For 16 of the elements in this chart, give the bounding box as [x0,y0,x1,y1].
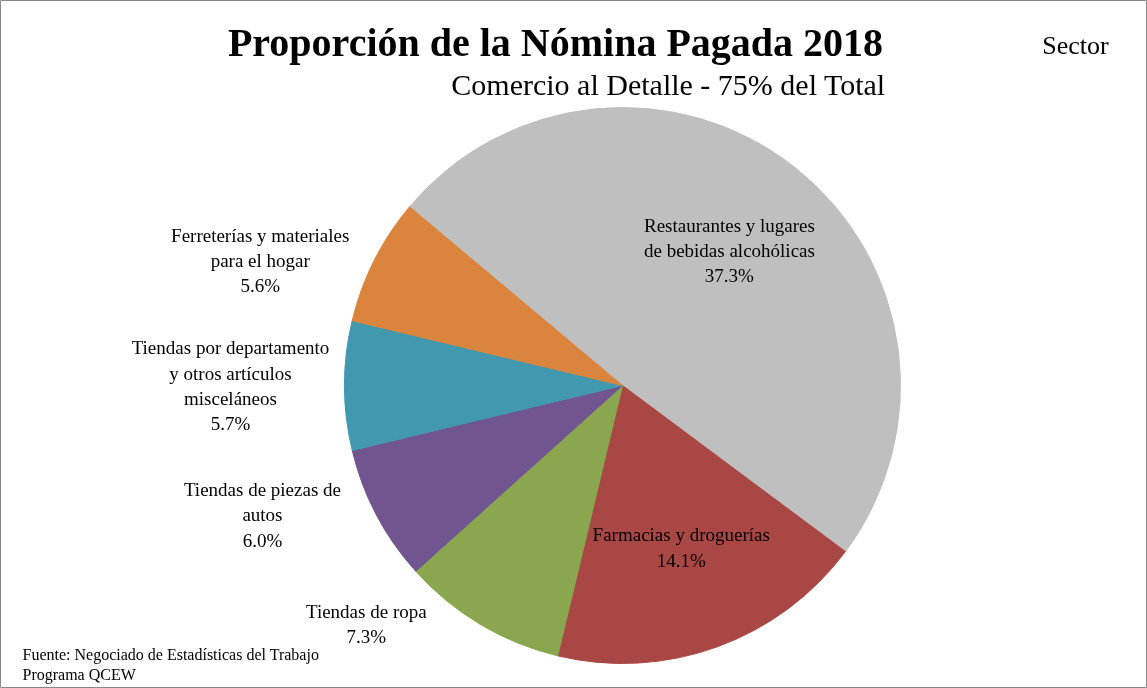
data-label: 14.1% [656,549,706,571]
slice-label: Ferreterías y materiales para el hogar [171,224,350,271]
slice-label: Farmacias y droguerías [592,524,770,546]
text: Sector [1042,31,1110,60]
data-label: 6.0% [242,529,283,551]
slice-label: Tiendas de ropa [305,601,428,623]
source-note: Fuente: Negociado de Estadísticas del Trabajo Programa QCEW [22,645,319,684]
chart-subtitle: Comercio al Detalle - 75% del Total [451,68,886,101]
chart-title: Proporción de la Nómina Pagada 2018 [227,20,884,65]
slice-label: Tiendas de piezas de autos [183,479,341,526]
slice-label: Tiendas por departamento y otros artículos misceláneos [131,337,330,409]
data-label: 7.3% [346,626,387,648]
data-label: 5.6% [240,275,281,297]
slice-label: Restaurantes y lugares de bebidas alcohólicas [643,214,815,261]
data-label: 37.3% [704,265,755,287]
data-label: 5.7% [210,412,251,434]
